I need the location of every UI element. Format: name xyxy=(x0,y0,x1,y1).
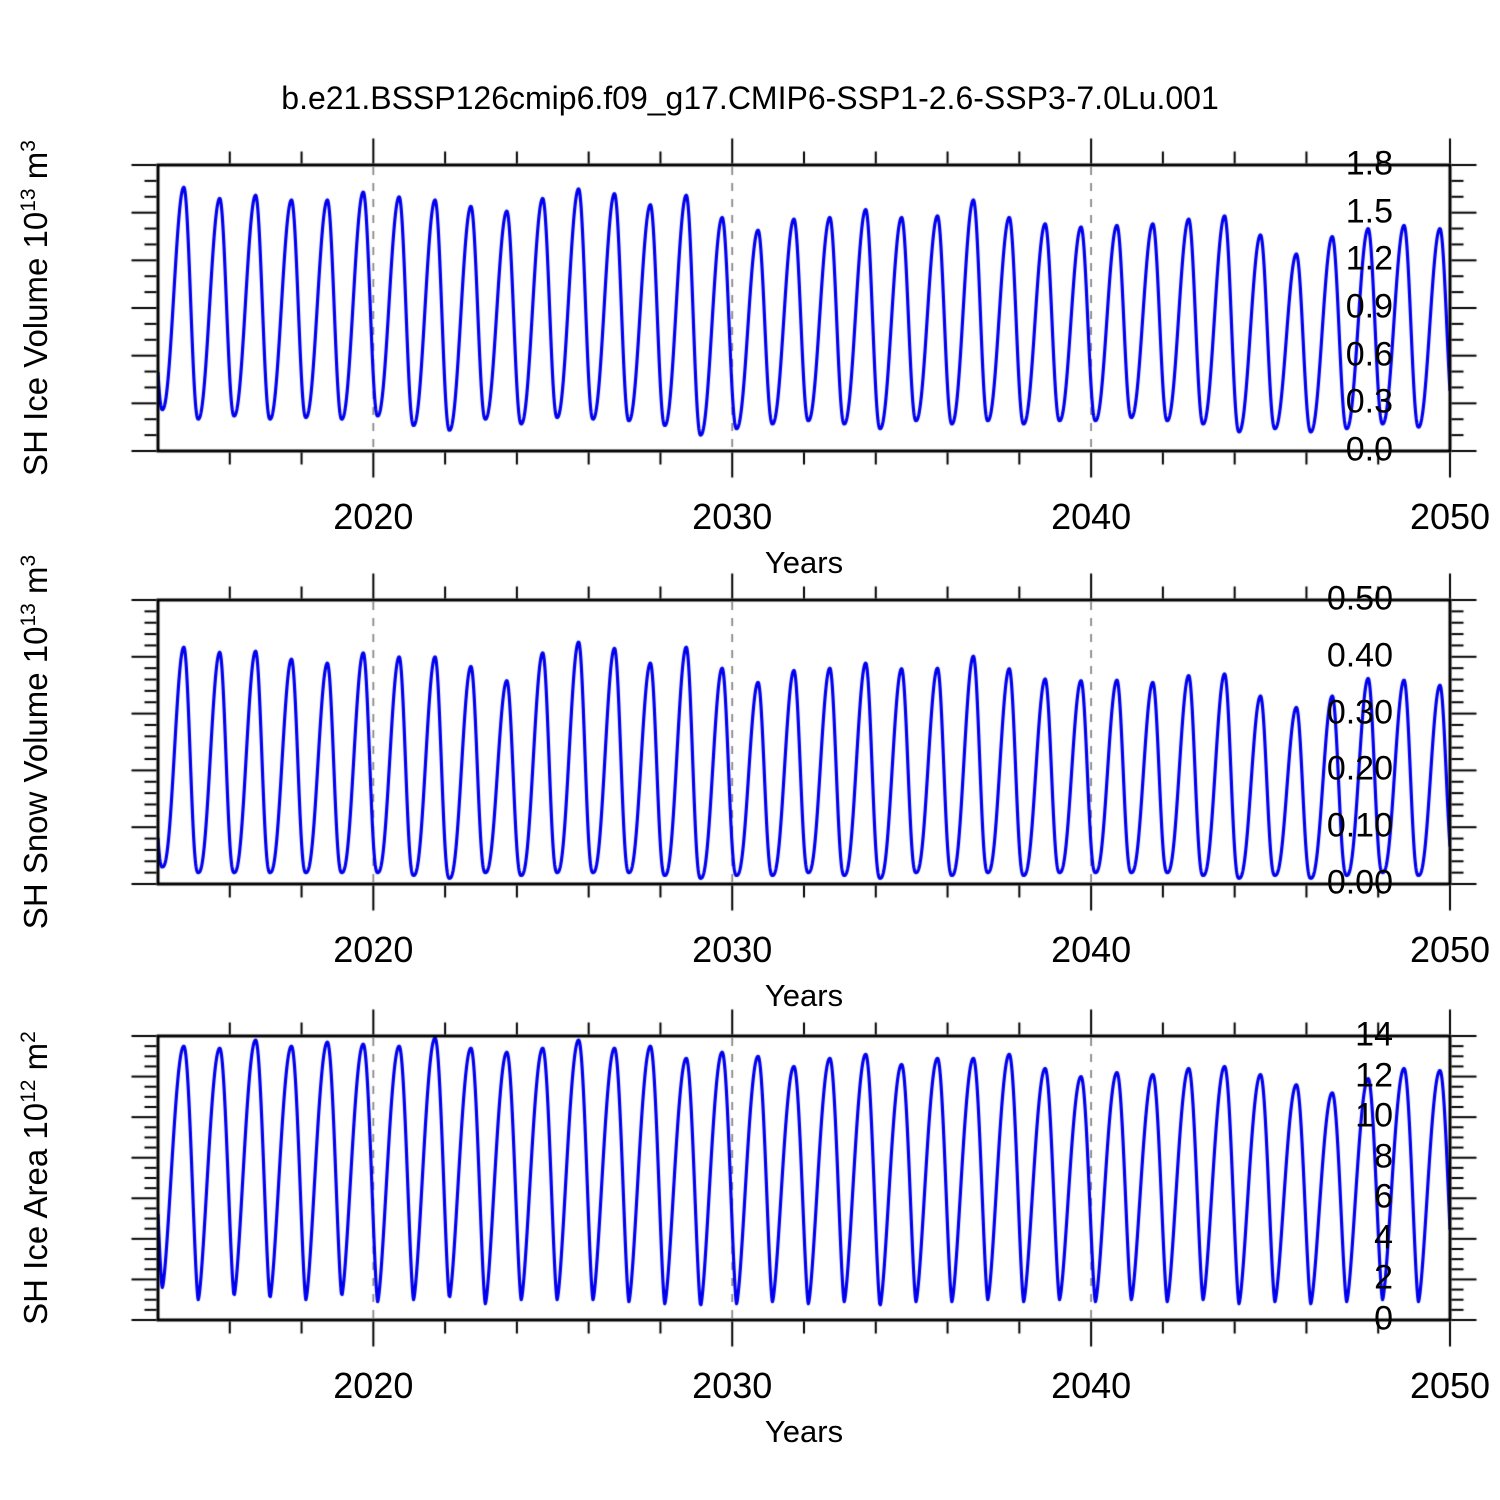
x-tick-label: 2020 xyxy=(333,496,414,537)
x-axis-title: Years xyxy=(764,1414,844,1449)
y-tick-label: 8 xyxy=(1374,1137,1393,1176)
x-tick-label: 2030 xyxy=(692,929,773,970)
y-axis-title-text: SH Ice Volume 10 xyxy=(17,211,54,476)
y-axis-title-text: m xyxy=(17,1042,54,1080)
y-axis-title: SH Ice Area 1012 m2 xyxy=(17,1031,55,1325)
x-axis-title: Years xyxy=(764,978,844,1013)
y-tick-label: 1.2 xyxy=(1345,240,1393,279)
y-tick-label: 0.6 xyxy=(1345,335,1393,374)
y-axis-title-superscript: 12 xyxy=(17,1079,41,1103)
x-tick-label: 2020 xyxy=(333,929,414,970)
x-tick-label: 2050 xyxy=(1409,929,1491,970)
y-tick-label: 0 xyxy=(1374,1299,1393,1338)
y-axis-title-superscript: 3 xyxy=(17,140,41,152)
y-axis-title-superscript: 13 xyxy=(17,188,41,212)
y-tick-label: 6 xyxy=(1374,1178,1393,1217)
x-tick-label: 2040 xyxy=(1051,929,1132,970)
y-tick-label: 0.0 xyxy=(1345,430,1393,469)
figure-title: b.e21.BSSP126cmip6.f09_g17.CMIP6-SSP1-2.… xyxy=(281,80,1219,116)
y-axis-title-superscript: 2 xyxy=(17,1031,41,1043)
x-tick-label: 2030 xyxy=(692,496,773,537)
y-tick-label: 4 xyxy=(1374,1218,1393,1257)
y-axis-title-text: SH Snow Volume 10 xyxy=(17,626,54,930)
x-tick-label: 2030 xyxy=(692,1365,773,1406)
y-tick-label: 14 xyxy=(1355,1015,1393,1054)
y-tick-label: 2 xyxy=(1374,1259,1393,1298)
x-tick-label: 2040 xyxy=(1051,1365,1132,1406)
y-tick-label: 0.50 xyxy=(1326,579,1393,618)
x-axis-title: Years xyxy=(764,545,844,580)
y-tick-label: 0.00 xyxy=(1326,863,1393,902)
y-tick-label: 0.9 xyxy=(1345,287,1393,326)
x-tick-label: 2040 xyxy=(1051,496,1132,537)
y-tick-label: 12 xyxy=(1355,1056,1393,1095)
y-tick-label: 1.5 xyxy=(1345,192,1393,231)
x-tick-label: 2050 xyxy=(1409,1365,1491,1406)
y-tick-label: 0.20 xyxy=(1326,750,1393,789)
y-axis-title-text: m xyxy=(17,151,54,189)
y-tick-label: 10 xyxy=(1355,1096,1393,1135)
y-axis-title-text: m xyxy=(17,566,54,604)
y-axis-title-superscript: 3 xyxy=(17,554,41,567)
y-axis-title: SH Ice Volume 1013 m3 xyxy=(17,140,55,476)
y-tick-label: 0.3 xyxy=(1345,383,1393,422)
y-axis-title: SH Snow Volume 1013 m3 xyxy=(17,555,55,929)
y-tick-label: 0.10 xyxy=(1326,806,1393,845)
y-tick-label: 0.40 xyxy=(1326,636,1393,675)
y-tick-label: 1.8 xyxy=(1345,144,1393,183)
x-tick-label: 2050 xyxy=(1409,496,1491,537)
y-tick-label: 0.30 xyxy=(1326,693,1393,732)
y-axis-title-text: SH Ice Area 10 xyxy=(17,1102,54,1325)
y-axis-title-superscript: 13 xyxy=(17,603,41,627)
x-tick-label: 2020 xyxy=(333,1365,414,1406)
